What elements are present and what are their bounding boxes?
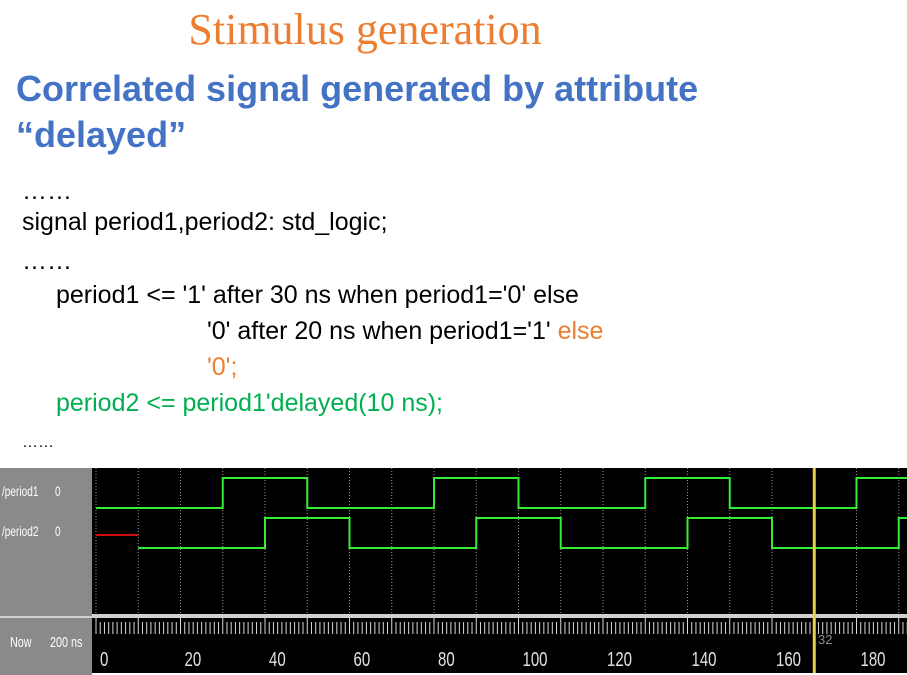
code-period1-assign: period1 <= '1' after 30 ns when period1=… xyxy=(56,281,579,309)
ruler-label: 100 xyxy=(523,648,548,671)
code-ellipsis-2: …… xyxy=(22,247,72,275)
subtitle-line-1: Correlated signal generated by attribute xyxy=(16,68,699,109)
ruler-label: 0 xyxy=(100,648,108,671)
slide-number: 32 xyxy=(818,632,833,647)
code-ellipsis-1: …… xyxy=(22,177,72,205)
signal-value-period1: 0 xyxy=(55,483,61,499)
period1-waveform xyxy=(96,477,907,509)
code-else-line-text: '0' after 20 ns when period1='1' xyxy=(207,317,558,345)
ruler-label: 160 xyxy=(776,648,801,671)
ruler-label: 140 xyxy=(692,648,717,671)
code-period2-assign: period2 <= period1'delayed(10 ns); xyxy=(56,389,443,417)
slide-title: Stimulus generation xyxy=(188,5,542,54)
code-signal-declaration: signal period1,period2: std_logic; xyxy=(22,208,388,236)
signal-name-period1[interactable]: /period1 xyxy=(2,483,39,499)
code-else-keyword: else xyxy=(557,317,604,345)
waveform-canvas[interactable]: 0 20 40 60 80 100 120 140 160 180 xyxy=(0,468,907,673)
ruler-label: 60 xyxy=(354,648,371,671)
signal-name-period2[interactable]: /period2 xyxy=(2,523,39,539)
period2-waveform xyxy=(138,517,907,549)
signal-names-pane: /period1 /period2 xyxy=(0,468,53,616)
now-label: Now xyxy=(10,634,32,651)
now-pane: Now 200 ns xyxy=(0,616,92,675)
now-value: 200 ns xyxy=(50,634,83,651)
code-default-value: '0'; xyxy=(207,353,238,381)
subtitle-line-2: “delayed” xyxy=(16,114,187,155)
ruler-separator xyxy=(92,614,907,618)
code-ellipsis-3: …… xyxy=(22,434,54,451)
ruler-label: 120 xyxy=(607,648,632,671)
signal-values-pane: 0 0 xyxy=(52,468,92,616)
ruler-label: 180 xyxy=(861,648,886,671)
code-period1-else-line: '0' after 20 ns when period1='1' else xyxy=(207,316,603,346)
ruler-label: 80 xyxy=(438,648,455,671)
waveform-viewer[interactable]: /period1 /period2 0 0 0 20 40 60 80 100 120 140… xyxy=(0,468,907,675)
ruler-label: 20 xyxy=(185,648,202,671)
slide-subtitle: Correlated signal generated by attribute… xyxy=(16,66,876,158)
ruler-label: 40 xyxy=(269,648,286,671)
signal-value-period2: 0 xyxy=(55,523,61,539)
